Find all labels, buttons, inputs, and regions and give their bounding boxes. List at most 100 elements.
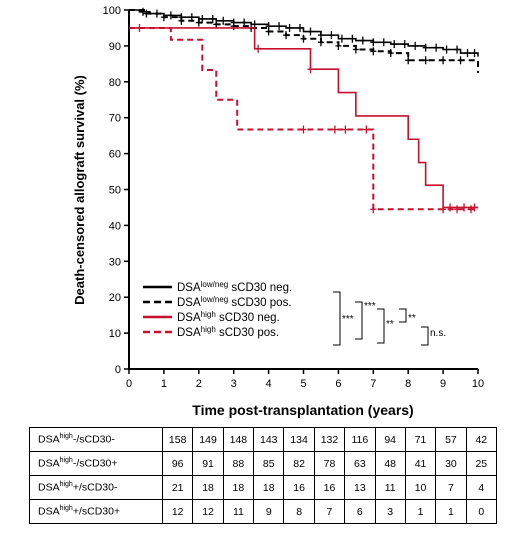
table-cell: 18 [222, 475, 255, 500]
censor-mark [265, 27, 272, 36]
table-cell: 91 [192, 451, 224, 476]
table-cell: 48 [374, 451, 406, 476]
series-line [129, 9, 479, 73]
table-cell: 13 [344, 475, 376, 500]
x-tick-label: 9 [440, 378, 446, 390]
censor-mark [401, 40, 408, 49]
table-cell: 10 [404, 475, 437, 500]
censor-mark [461, 203, 468, 212]
significance-bracket [421, 326, 429, 346]
censor-mark [468, 205, 475, 214]
censor-mark [209, 14, 216, 23]
x-tick-label: 0 [126, 378, 132, 390]
significance-label: n.s. [430, 328, 446, 339]
censor-mark [433, 43, 440, 52]
table-cell: 42 [465, 427, 498, 452]
table-cell: 149 [192, 427, 224, 452]
censor-mark [307, 27, 314, 36]
table-cell: 9 [253, 499, 285, 524]
table-row: DSAhigh+/sCD30- 21 18 18 18 16 16 13 11 10 7 4 [29, 475, 498, 500]
censor-mark [422, 56, 429, 65]
x-tick-label: 7 [370, 378, 376, 390]
x-tick-label: 8 [405, 378, 411, 390]
table-cell: 16 [313, 475, 346, 500]
censor-mark [457, 56, 464, 65]
table-cell: 82 [283, 451, 315, 476]
significance-bracket [399, 308, 407, 323]
x-tick-label: 1 [161, 378, 167, 390]
censor-mark [447, 203, 454, 212]
censor-mark [471, 49, 478, 58]
table-cell: 63 [344, 451, 376, 476]
table-cell: 12 [161, 499, 194, 524]
table-cell: 143 [253, 427, 285, 452]
table-cell: 41 [404, 451, 437, 476]
censor-mark [422, 43, 429, 52]
table-cell: 57 [435, 427, 467, 452]
table-cell: 7 [435, 475, 467, 500]
y-tick-label: 20 [109, 292, 121, 304]
censor-mark [317, 38, 324, 47]
y-tick-label: 90 [109, 41, 121, 53]
censor-mark [307, 65, 314, 74]
censor-mark [255, 44, 262, 53]
censor-mark [440, 56, 447, 65]
table-cell: 94 [374, 427, 406, 452]
censor-mark [454, 205, 461, 214]
table-cell: 148 [222, 427, 255, 452]
row-label: DSAhigh-/sCD30- [29, 427, 163, 452]
significance-label: ** [386, 319, 394, 330]
table-row: DSAhigh-/sCD30+ 96 91 88 85 82 78 63 48 41 30 25 [29, 451, 498, 476]
censor-mark [300, 34, 307, 43]
censor-mark [220, 16, 227, 25]
censor-mark [338, 34, 345, 43]
table-cell: 78 [313, 451, 346, 476]
table-cell: 25 [465, 451, 498, 476]
censor-mark [352, 45, 359, 54]
y-tick-label: 50 [109, 185, 121, 197]
table-cell: 7 [313, 499, 346, 524]
legend-entry: DSAhigh sCD30 pos. [177, 325, 279, 339]
censor-mark [160, 13, 167, 22]
chart-axes: 0 10 20 30 40 50 60 70 80 90 100 0 1 2 3 4 5 6 7 8 9 10 [103, 5, 484, 390]
legend-entry: DSAhigh sCD30 neg. [177, 310, 280, 324]
legend-entry: DSAlow/neg sCD30 pos. [177, 295, 292, 309]
significance-label: *** [342, 314, 354, 325]
table-cell: 71 [404, 427, 437, 452]
censor-mark [178, 16, 185, 25]
table-cell: 1 [404, 499, 437, 524]
censor-mark [139, 7, 146, 16]
table-cell: 18 [192, 475, 224, 500]
significance-bracket [355, 301, 363, 340]
censor-mark [412, 41, 419, 50]
table-cell: 11 [374, 475, 406, 500]
table-cell: 11 [222, 499, 255, 524]
censor-mark [195, 18, 202, 27]
at-risk-table: DSAhigh-/sCD30- 158 149 148 143 134 132 116 94 71… [29, 427, 498, 524]
x-tick-label: 2 [196, 378, 202, 390]
x-tick-label: 10 [472, 378, 484, 390]
censor-mark [370, 38, 377, 47]
censor-mark [387, 49, 394, 58]
censor-mark [443, 45, 450, 54]
y-tick-label: 10 [109, 328, 121, 340]
table-cell: 96 [161, 451, 194, 476]
censor-mark [380, 38, 387, 47]
censor-mark [297, 23, 304, 32]
table-cell: 132 [313, 427, 346, 452]
censor-mark [391, 40, 398, 49]
y-axis-label: Death-censored allograft survival (%) [72, 75, 87, 305]
table-cell: 12 [192, 499, 224, 524]
x-tick-label: 6 [335, 378, 341, 390]
censor-mark [328, 31, 335, 40]
censor-mark [370, 205, 377, 214]
table-row: DSAhigh+/sCD30+ 12 12 11 9 8 7 6 3 1 1 0 [29, 499, 498, 524]
censor-mark [349, 34, 356, 43]
table-cell: 18 [253, 475, 285, 500]
censor-mark [230, 22, 237, 31]
table-cell: 158 [161, 427, 194, 452]
censor-mark [335, 41, 342, 50]
censor-mark [454, 45, 461, 54]
significance-label: *** [364, 301, 376, 312]
significance-brackets: **********n.s. [333, 291, 446, 346]
